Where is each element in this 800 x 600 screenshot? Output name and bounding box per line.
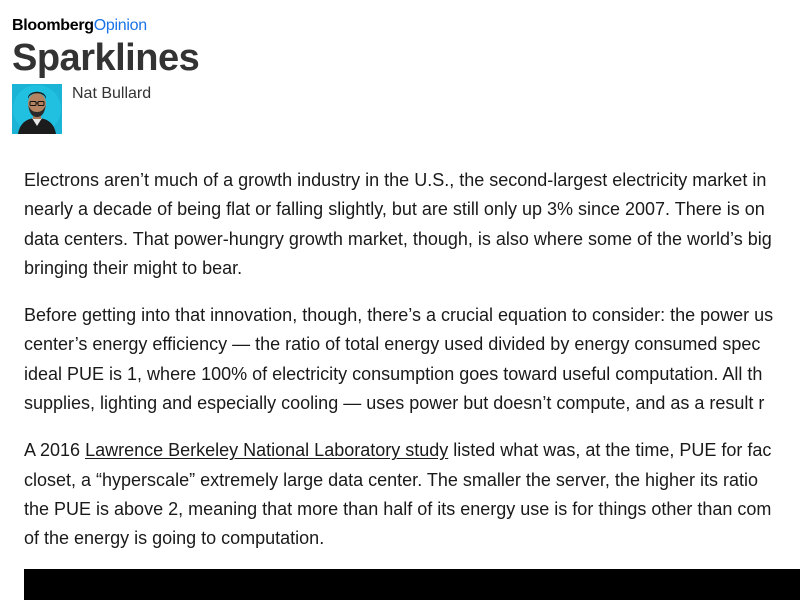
paragraph-2: Before getting into that innovation, tho… [24, 301, 800, 418]
paragraph-line: ideal PUE is 1, where 100% of electricit… [24, 363, 763, 384]
paragraph-1: Electrons aren’t much of a growth indust… [24, 166, 800, 283]
paragraph-line: data centers. That power-hungry growth m… [24, 228, 772, 249]
paragraph-text: A 2016 [24, 440, 86, 461]
paragraph-line: center’s energy efficiency — the ratio o… [24, 334, 761, 355]
author-name[interactable]: Nat Bullard [72, 85, 152, 102]
lbnl-study-link[interactable]: Lawrence Berkeley National Laboratory st… [85, 440, 449, 461]
brand-logo-bloomberg: Bloomberg [12, 17, 94, 34]
paragraph-line: of the energy is going to computation. [24, 528, 325, 549]
brand-logo-opinion: Opinion [93, 17, 147, 34]
page-title: Sparklines [12, 37, 200, 79]
paragraph-line: bringing their might to bear. [24, 257, 243, 278]
paragraph-line: closet, a “hyperscale” extremely large d… [24, 469, 759, 490]
author-avatar-image [12, 84, 62, 134]
paragraph-line: Electrons aren’t much of a growth indust… [24, 170, 767, 190]
author-avatar[interactable] [12, 84, 62, 134]
paragraph-3: A 2016 Lawrence Berkeley National Labora… [24, 436, 800, 553]
paragraph-line: A 2016 Lawrence Berkeley National Labora… [24, 436, 800, 465]
paragraph-line: nearly a decade of being flat or falling… [24, 199, 765, 220]
paragraph-text: listed what was, at the time, PUE for fa… [448, 440, 772, 461]
paragraph-line: the PUE is above 2, meaning that more th… [24, 498, 772, 519]
brand-logo[interactable]: BloombergOpinion [12, 16, 147, 36]
embedded-media-frame [24, 569, 800, 600]
article-body: Electrons aren’t much of a growth indust… [24, 166, 800, 572]
paragraph-line: supplies, lighting and especially coolin… [24, 393, 765, 414]
paragraph-line: Before getting into that innovation, tho… [24, 305, 774, 326]
